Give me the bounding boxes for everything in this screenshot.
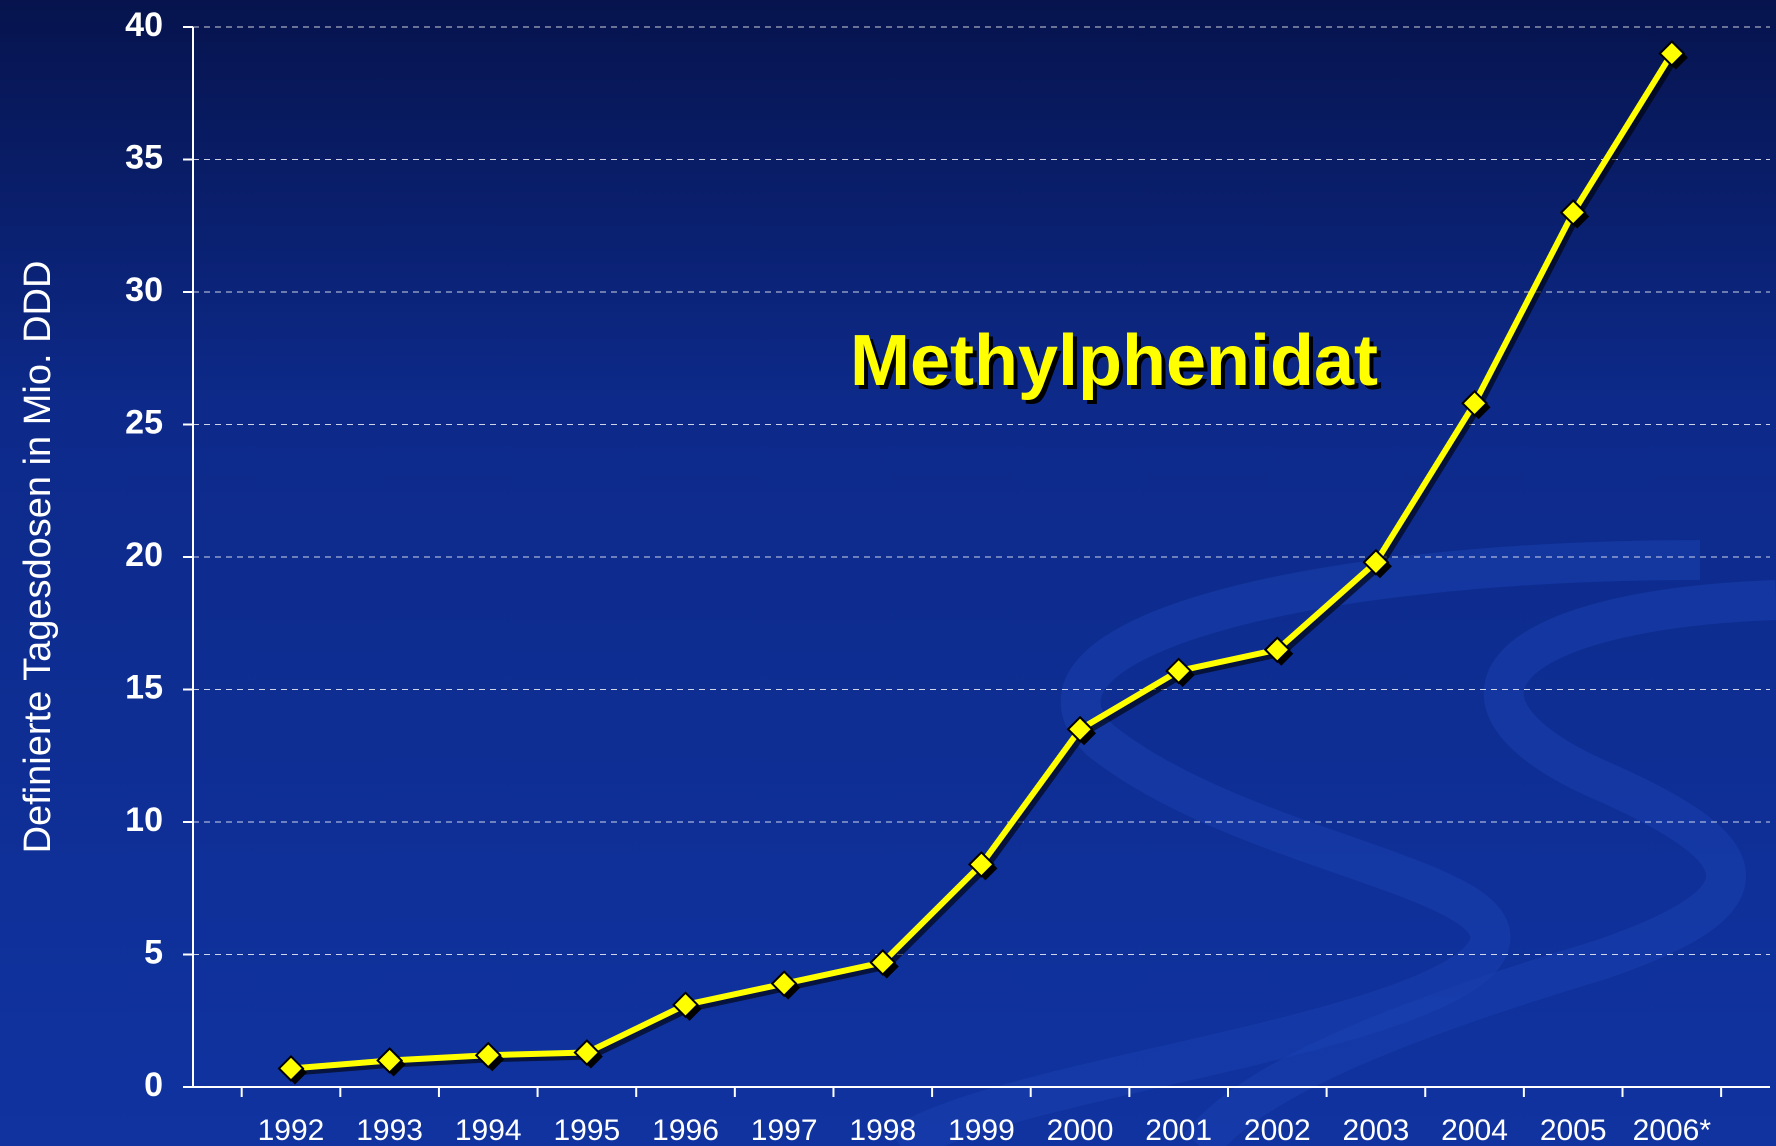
marker xyxy=(770,970,798,998)
marker xyxy=(1066,715,1094,743)
marker xyxy=(869,949,897,976)
marker xyxy=(967,850,995,878)
marker xyxy=(1559,199,1587,226)
x-tick-label: 2006* xyxy=(1633,1114,1712,1146)
y-tick-label: 5 xyxy=(144,933,163,971)
annotation-shadow: Methylphenidat xyxy=(854,325,1382,405)
x-tick-label: 1993 xyxy=(356,1114,423,1146)
y-tick-label: 0 xyxy=(144,1066,163,1104)
y-tick-label: 35 xyxy=(125,138,163,176)
decoration xyxy=(1184,580,1776,1146)
x-tick-label: 2000 xyxy=(1047,1114,1114,1146)
x-tick-label: 2005 xyxy=(1540,1114,1607,1146)
y-axis-label: Definierte Tagesdosen in Mio. DDD xyxy=(17,261,59,854)
x-tick-label: 1998 xyxy=(849,1114,916,1146)
y-tick-label: 30 xyxy=(125,271,163,309)
y-tick-label: 10 xyxy=(125,801,163,839)
annotation: Methylphenidat xyxy=(850,321,1378,401)
marker xyxy=(474,1041,502,1069)
y-tick-label: 15 xyxy=(125,668,163,706)
marker xyxy=(573,1039,601,1066)
x-tick-label: 1994 xyxy=(455,1114,522,1146)
x-tick-label: 2002 xyxy=(1244,1114,1311,1146)
marker xyxy=(376,1047,404,1074)
marker xyxy=(1362,548,1390,576)
x-tick-label: 1997 xyxy=(751,1114,818,1146)
marker xyxy=(277,1055,305,1082)
x-tick-label: 1996 xyxy=(652,1114,719,1146)
marker xyxy=(1658,40,1686,67)
decoration xyxy=(889,540,1701,1146)
x-tick-label: 1999 xyxy=(948,1114,1015,1146)
x-tick-label: 2001 xyxy=(1145,1114,1212,1146)
marker xyxy=(1461,389,1488,417)
marker xyxy=(1263,636,1291,664)
x-tick-label: 2004 xyxy=(1441,1114,1508,1146)
y-tick-label: 20 xyxy=(125,536,163,574)
x-tick-label: 1992 xyxy=(258,1114,325,1146)
x-tick-label: 2003 xyxy=(1343,1114,1410,1146)
y-tick-label: 40 xyxy=(125,6,163,44)
y-tick-label: 25 xyxy=(125,403,163,441)
x-tick-label: 1995 xyxy=(554,1114,621,1146)
marker xyxy=(672,991,699,1019)
marker xyxy=(1165,657,1193,685)
